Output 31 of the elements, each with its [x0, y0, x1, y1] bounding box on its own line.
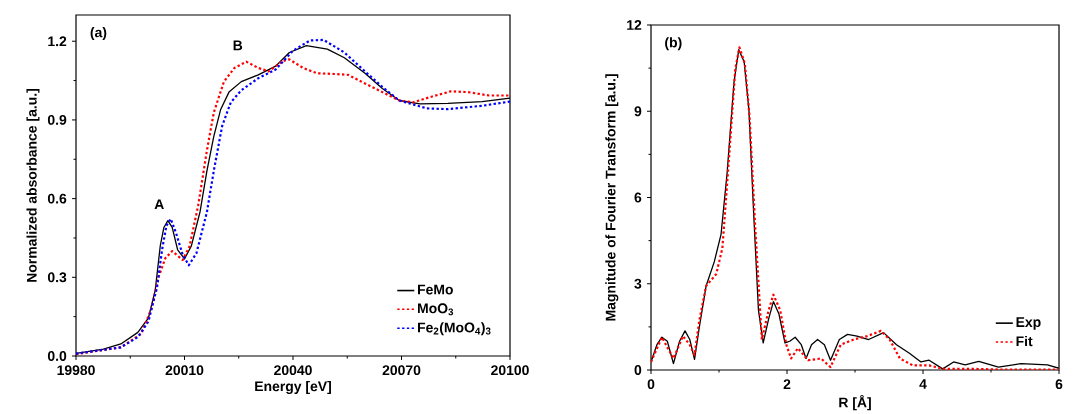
x-tick-label: 20040 [274, 365, 312, 376]
legend-label: Fe$_{2}$(MoO$_{4}$)$_{3}$ [418, 322, 491, 336]
y-tick-label: 0.9 [47, 114, 67, 125]
x-tick-label: 20070 [382, 365, 421, 376]
x-tick-label: 2 [783, 379, 791, 389]
x-tick-label: 4 [919, 379, 927, 389]
legend-label: FeMo [418, 284, 453, 295]
y-axis-title: Magnitude of Fourier Transform [a.u.] [605, 74, 619, 321]
legend-label: Exp [1016, 317, 1041, 330]
y-tick-label: 1.2 [48, 36, 67, 47]
x-tick-label: 20100 [491, 365, 529, 376]
legend-label: Fit [1016, 335, 1033, 347]
annotation: A [154, 199, 164, 210]
annotation: (b) [665, 37, 682, 51]
annotation: (a) [90, 27, 107, 41]
y-tick-label: 12 [627, 20, 642, 30]
y-tick-label: 3 [634, 278, 642, 289]
y-tick-label: 6 [634, 192, 642, 203]
legend-label: MoO$_{3}$ [418, 303, 454, 316]
x-tick-label: 0 [647, 379, 655, 390]
x-axis-title: Energy [eV] [255, 381, 331, 395]
x-tick-label: 19980 [57, 365, 95, 376]
x-tick-label: 6 [1055, 379, 1063, 390]
x-axis-title: R [Å] [839, 395, 871, 411]
y-axis-title: Normalized absorbance [a.u.] [26, 89, 40, 282]
x-tick-label: 20010 [165, 365, 204, 376]
y-tick-label: 0.6 [47, 193, 67, 204]
y-tick-label: 0.3 [47, 272, 67, 283]
y-tick-label: 0.0 [47, 351, 67, 361]
y-tick-label: 9 [634, 106, 642, 117]
annotation: B [233, 40, 243, 51]
